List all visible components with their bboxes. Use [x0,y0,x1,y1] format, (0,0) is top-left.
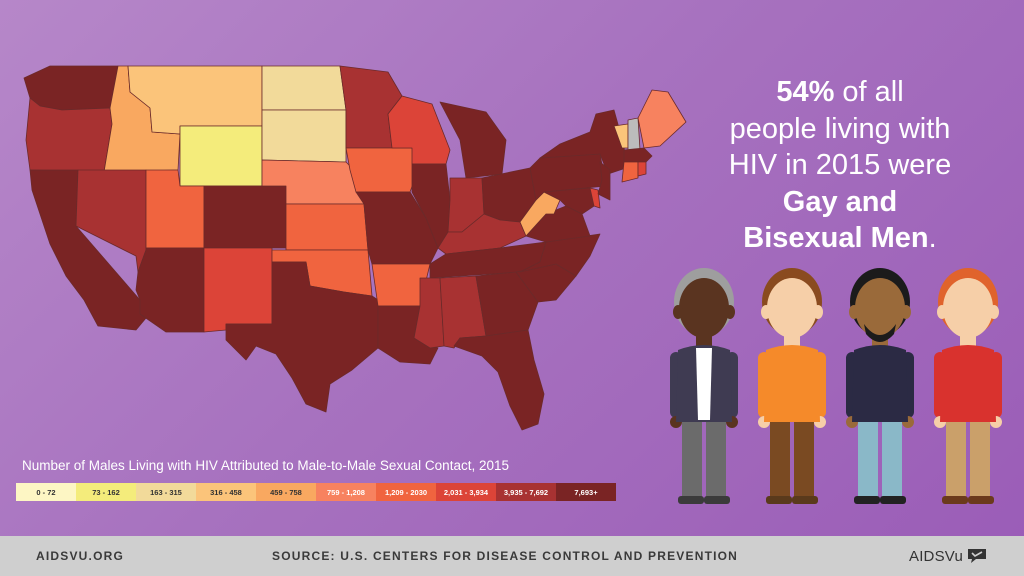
state-arizona [135,247,205,333]
footer: AIDSVU.ORG SOURCE: U.S. CENTERS FOR DISE… [0,536,1024,576]
state-massachusetts [623,147,653,163]
state-florida [453,329,545,431]
headline-line-1: 54% of all [690,74,990,111]
headline-end-punct: . [928,222,937,254]
aidsvu-logo: AIDSVu [909,547,988,565]
infographic: 54% of all people living with HIV in 201… [16,65,1002,504]
state-iowa [345,147,419,193]
state-georgia [475,271,539,337]
footer-url[interactable]: AIDSVU.ORG [36,549,125,563]
state-south-dakota [261,109,347,163]
red-shirt-man-figure [934,268,1002,504]
state-wyoming [179,125,263,187]
headline-line-1-rest: of all [834,76,904,108]
legend-item: 316 - 458 [196,483,256,501]
us-choropleth-map [23,65,687,431]
headline-bold-line-1: Gay and [782,185,898,218]
state-new-mexico [203,247,273,333]
people-illustration [670,268,1002,504]
orange-shirt-man-figure [758,268,826,504]
legend-item: 7,693+ [556,483,616,501]
state-north-carolina [519,233,601,277]
state-new-hampshire [627,117,641,151]
legend-bar: 0 - 72 73 - 162 163 - 315 316 - 458 459 - 75… [16,483,616,501]
legend-item: 1,209 - 2030 [376,483,436,501]
state-delaware [589,187,601,209]
state-washington [23,65,119,111]
legend-item: 163 - 315 [136,483,196,501]
headline-line-2: people living with [729,112,951,145]
legend-item: 759 - 1,208 [316,483,376,501]
headline-bold-line-2: Bisexual Men [743,222,929,254]
state-kansas [285,203,369,251]
logo-text: AIDSVu [908,547,963,565]
legend-title: Number of Males Living with HIV Attribut… [22,458,509,473]
state-maine [637,89,687,149]
state-north-dakota [261,65,347,111]
state-new-jersey [597,161,611,201]
state-michigan [439,101,507,179]
speech-bubble-icon [968,549,986,563]
headline-percent: 54% [776,76,835,108]
state-rhode-island [637,161,647,177]
legend-item: 459 - 758 [256,483,316,501]
headline-bold-line-2-wrap: Bisexual Men. [690,220,990,257]
state-connecticut [621,161,639,183]
state-colorado [203,185,287,249]
legend-item: 2,031 - 3,934 [436,483,496,501]
headline: 54% of all people living with HIV in 201… [690,74,990,257]
navy-sweater-man-figure [846,268,914,504]
footer-source: SOURCE: U.S. CENTERS FOR DISEASE CONTROL… [272,549,739,563]
legend-item: 3,935 - 7,692 [496,483,556,501]
headline-line-3: HIV in 2015 were [728,149,952,181]
legend-item: 0 - 72 [16,483,76,501]
state-texas [225,261,379,413]
legend-item: 73 - 162 [76,483,136,501]
